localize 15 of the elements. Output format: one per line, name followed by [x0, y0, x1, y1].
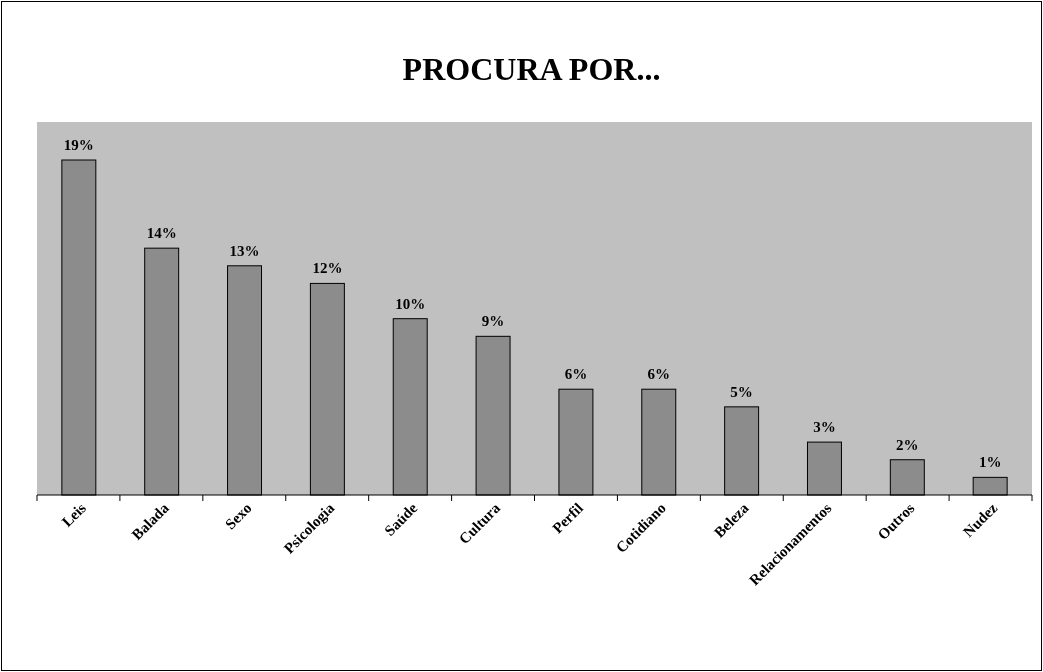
data-label: 2%	[896, 436, 919, 453]
data-label: 1%	[978, 454, 1002, 471]
data-label: 13%	[229, 242, 260, 259]
data-label: 14%	[146, 225, 177, 242]
data-label: 9%	[481, 313, 505, 330]
data-label: 3%	[813, 419, 836, 436]
data-label: 6%	[564, 366, 588, 383]
x-tick-label: Sexo	[222, 499, 255, 533]
data-label: 6%	[647, 366, 671, 383]
data-label: 10%	[395, 295, 426, 312]
data-label: 12%	[312, 260, 343, 277]
data-label: 5%	[730, 383, 753, 400]
chart-title: PROCURA POR...	[402, 51, 661, 87]
data-label: 19%	[63, 137, 94, 153]
x-tick-label: Leis	[58, 499, 90, 530]
